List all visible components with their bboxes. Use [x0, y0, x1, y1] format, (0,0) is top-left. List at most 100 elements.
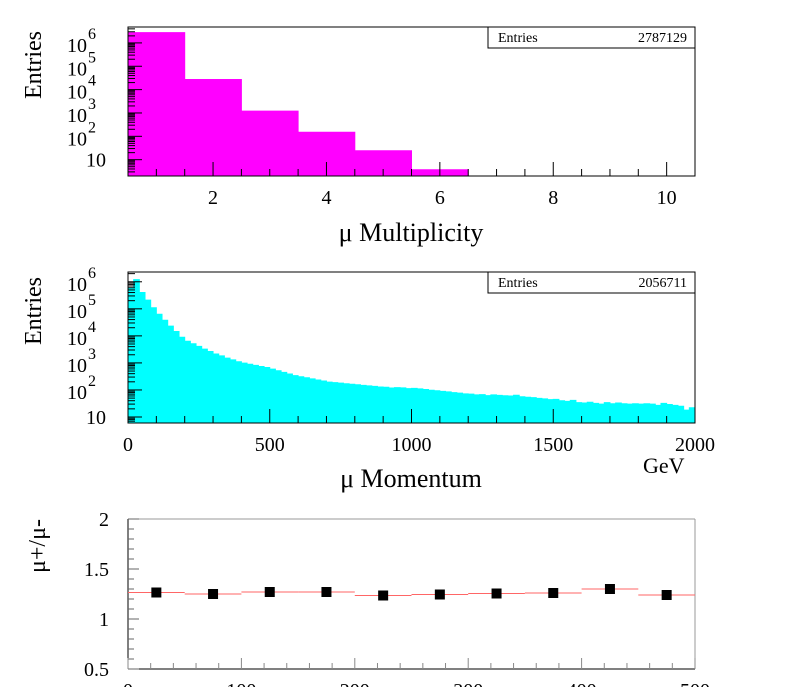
histogram-bin: [632, 403, 639, 423]
histogram-bin: [309, 378, 316, 423]
x-tick-label: 6: [435, 187, 445, 209]
histogram-bin: [626, 404, 633, 423]
histogram-bin: [128, 287, 134, 423]
ratio-data-point: [321, 587, 332, 597]
x-tick-label: 2: [208, 187, 218, 209]
histogram-bin: [451, 392, 457, 423]
x-tick-label: 500: [680, 680, 710, 687]
histogram-bin: [252, 365, 259, 423]
histogram-bin: [638, 404, 644, 423]
histogram-bin: [167, 326, 174, 423]
histogram-bin: [349, 384, 355, 423]
x-tick-label: 500: [255, 434, 285, 456]
plot2-xlabel: μ Momentum: [340, 464, 482, 493]
y-tick-label: 10: [67, 382, 87, 404]
histogram-bin: [320, 381, 327, 423]
histogram-bin: [247, 364, 253, 423]
y-tick-exponent: 6: [88, 26, 96, 43]
histogram-bin: [388, 388, 395, 423]
y-tick-label: 0.5: [84, 659, 109, 681]
histogram-bin: [156, 314, 163, 423]
histogram-bin: [343, 383, 350, 423]
histogram-bin: [428, 390, 435, 423]
y-tick-label: 10: [86, 407, 106, 429]
histogram-bin: [524, 397, 531, 423]
histogram-bin: [575, 402, 582, 423]
histogram-bin: [468, 394, 474, 423]
histogram-bin: [547, 399, 554, 423]
ratio-data-point: [491, 588, 502, 599]
ratio-data-point: [264, 587, 275, 597]
histogram-bin: [298, 376, 304, 423]
plot3-ylabel: μ+/μ-: [25, 519, 51, 573]
x-tick-label: 10: [657, 187, 677, 209]
histogram-bin: [275, 370, 282, 423]
y-tick-label: 10: [67, 128, 87, 150]
histogram-bin: [530, 397, 537, 423]
histogram-bin: [541, 398, 548, 423]
histogram-bin: [462, 393, 469, 423]
y-tick-label: 10: [67, 105, 87, 127]
histogram-bin: [207, 351, 214, 423]
histogram-bin: [224, 358, 231, 423]
histogram-bin: [371, 386, 378, 423]
histogram-bin: [145, 300, 151, 423]
ratio-data-point: [434, 589, 445, 600]
histogram-bin: [196, 346, 202, 423]
histogram-bin: [649, 404, 656, 423]
histogram-bin: [570, 400, 576, 423]
y-tick-exponent: 4: [88, 73, 96, 90]
x-tick-label: 400: [567, 680, 597, 687]
histogram-bin: [281, 372, 287, 423]
ratio-data-point: [604, 584, 615, 594]
histogram-bin: [139, 292, 146, 423]
x-tick-label: 2000: [675, 434, 715, 456]
histogram-bin: [581, 402, 588, 423]
histogram-bin: [400, 387, 406, 423]
histogram-bin: [507, 395, 514, 423]
x-tick-label: 4: [321, 187, 331, 209]
y-tick-label: 10: [67, 274, 87, 296]
histogram-bin: [689, 407, 695, 423]
histogram-bin: [439, 391, 446, 423]
plot2-ylabel: Entries: [21, 277, 47, 345]
y-tick-label: 10: [67, 58, 87, 80]
histogram-bin: [383, 387, 389, 423]
histogram-bin: [258, 366, 265, 423]
y-tick-exponent: 2: [88, 119, 96, 136]
x-tick-label: 1000: [392, 434, 432, 456]
x-tick-label: 0: [123, 680, 133, 687]
histogram-bin: [133, 279, 140, 423]
histogram-bin: [354, 384, 361, 423]
y-tick-exponent: 5: [88, 292, 96, 309]
histogram-bin: [366, 385, 372, 423]
histogram-bin: [292, 375, 299, 423]
histogram-bin: [213, 353, 219, 423]
histogram-bin: [660, 403, 667, 423]
plot1-ylabel: Entries: [21, 31, 47, 99]
histogram-bin: [666, 404, 673, 423]
x-tick-label: 0: [123, 434, 133, 456]
plot1-xlabel: μ Multiplicity: [339, 218, 484, 247]
histogram-bin: [303, 377, 310, 423]
histogram-bin: [473, 394, 480, 423]
ratio-data-point: [661, 590, 672, 600]
histogram-bin: [519, 396, 525, 423]
y-tick-label: 10: [67, 355, 87, 377]
histogram-bin: [264, 367, 270, 423]
x-tick-label: 8: [548, 187, 558, 209]
histogram-bin: [479, 394, 486, 423]
y-tick-exponent: 2: [88, 373, 96, 390]
histogram-bin: [677, 406, 684, 423]
histogram-bin: [241, 363, 248, 423]
x-tick-label: 100: [226, 680, 256, 687]
y-tick-label: 10: [67, 301, 87, 323]
histogram-bin: [230, 359, 236, 423]
histogram-bin: [672, 405, 678, 423]
y-tick-label: 2: [99, 509, 109, 531]
histogram-bin: [683, 410, 690, 423]
histogram-bin: [615, 402, 622, 423]
histogram-bin: [422, 389, 429, 423]
